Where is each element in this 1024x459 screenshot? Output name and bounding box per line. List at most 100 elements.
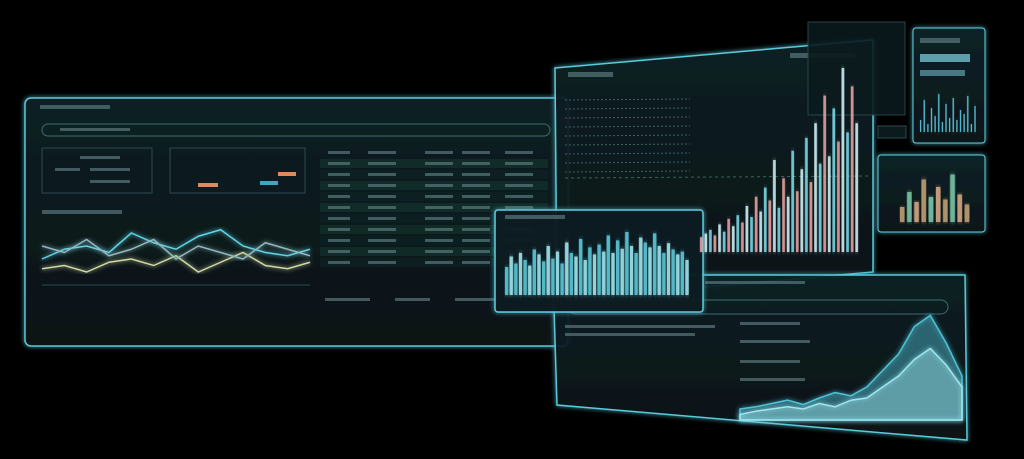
bar bbox=[704, 233, 708, 252]
bar bbox=[639, 237, 643, 295]
cell-text bbox=[425, 239, 453, 242]
bar bbox=[727, 218, 730, 252]
bar bbox=[814, 123, 817, 252]
cell-text bbox=[368, 250, 396, 253]
cell-text bbox=[505, 151, 533, 154]
bar bbox=[936, 187, 941, 222]
cell-text bbox=[462, 184, 490, 187]
bar bbox=[643, 242, 647, 295]
bar bbox=[685, 260, 689, 295]
bar bbox=[750, 217, 753, 252]
cell-text bbox=[462, 173, 490, 176]
bar bbox=[938, 94, 940, 132]
bar bbox=[914, 202, 919, 222]
bar bbox=[574, 256, 578, 295]
bar bbox=[565, 242, 569, 295]
cell-text bbox=[368, 261, 396, 264]
cell-text bbox=[425, 173, 453, 176]
deco-line bbox=[564, 143, 691, 146]
cell-text bbox=[425, 195, 453, 198]
cell-text bbox=[328, 217, 350, 220]
bar bbox=[796, 191, 799, 252]
cell-text bbox=[462, 151, 490, 154]
bar bbox=[974, 106, 976, 132]
bar bbox=[532, 249, 536, 295]
cell-text bbox=[368, 206, 396, 209]
bar bbox=[832, 108, 836, 252]
deco-line bbox=[564, 134, 691, 137]
deco-line bbox=[564, 107, 691, 110]
bar bbox=[745, 206, 749, 252]
cell-text bbox=[425, 162, 453, 165]
bar bbox=[579, 239, 583, 295]
cell-text bbox=[328, 173, 350, 176]
cell-text bbox=[328, 184, 350, 187]
bar bbox=[967, 96, 969, 132]
bar bbox=[514, 263, 518, 295]
bar bbox=[907, 192, 912, 222]
bar bbox=[791, 150, 794, 252]
bar bbox=[546, 246, 550, 295]
cell-text bbox=[425, 151, 453, 154]
cell-text bbox=[462, 250, 490, 253]
cell-text bbox=[425, 184, 453, 187]
line bbox=[41, 251, 311, 273]
cell-text bbox=[462, 261, 490, 264]
bar bbox=[920, 120, 922, 132]
bar bbox=[671, 249, 675, 295]
bar bbox=[709, 229, 712, 252]
cell-text bbox=[328, 261, 350, 264]
bar bbox=[505, 267, 509, 295]
bar bbox=[736, 215, 740, 252]
bar bbox=[949, 118, 951, 132]
bar bbox=[648, 247, 652, 295]
bar bbox=[786, 196, 790, 252]
bar bbox=[662, 253, 666, 295]
bar bbox=[666, 243, 671, 295]
cell-text bbox=[328, 206, 350, 209]
bar bbox=[542, 261, 546, 295]
bar bbox=[528, 265, 532, 295]
bar bbox=[732, 226, 735, 252]
bar bbox=[509, 256, 513, 295]
cell-text bbox=[462, 206, 490, 209]
bar bbox=[713, 235, 717, 252]
cell-text bbox=[505, 195, 533, 198]
cell-text bbox=[368, 239, 396, 242]
bar bbox=[957, 194, 962, 222]
bar bbox=[823, 95, 826, 252]
cell-text bbox=[328, 250, 350, 253]
bar bbox=[676, 254, 680, 295]
cell-text bbox=[462, 239, 490, 242]
cell-text bbox=[328, 228, 350, 231]
bar bbox=[964, 204, 970, 222]
bar bbox=[583, 260, 587, 295]
bar bbox=[959, 110, 962, 132]
bar bbox=[616, 240, 620, 295]
left-panel bbox=[24, 97, 569, 347]
cell-text bbox=[425, 206, 453, 209]
bar bbox=[588, 247, 592, 295]
bar bbox=[818, 163, 822, 252]
bar bbox=[606, 235, 610, 295]
cell-text bbox=[368, 195, 396, 198]
bar bbox=[943, 199, 948, 222]
side-panels bbox=[807, 21, 986, 233]
bar bbox=[930, 108, 933, 132]
bar bbox=[597, 244, 601, 295]
bar bbox=[941, 122, 944, 132]
bar bbox=[629, 246, 634, 295]
cell-text bbox=[328, 239, 350, 242]
cell-text bbox=[328, 195, 350, 198]
cell-text bbox=[368, 173, 396, 176]
cell-text bbox=[425, 228, 453, 231]
bar bbox=[523, 260, 527, 295]
cell-text bbox=[425, 217, 453, 220]
bar bbox=[657, 246, 661, 295]
cell-text bbox=[505, 173, 533, 176]
cell-text bbox=[368, 217, 396, 220]
cell-text bbox=[462, 162, 490, 165]
bar bbox=[950, 174, 955, 222]
bar bbox=[741, 222, 744, 252]
bar bbox=[927, 124, 929, 132]
